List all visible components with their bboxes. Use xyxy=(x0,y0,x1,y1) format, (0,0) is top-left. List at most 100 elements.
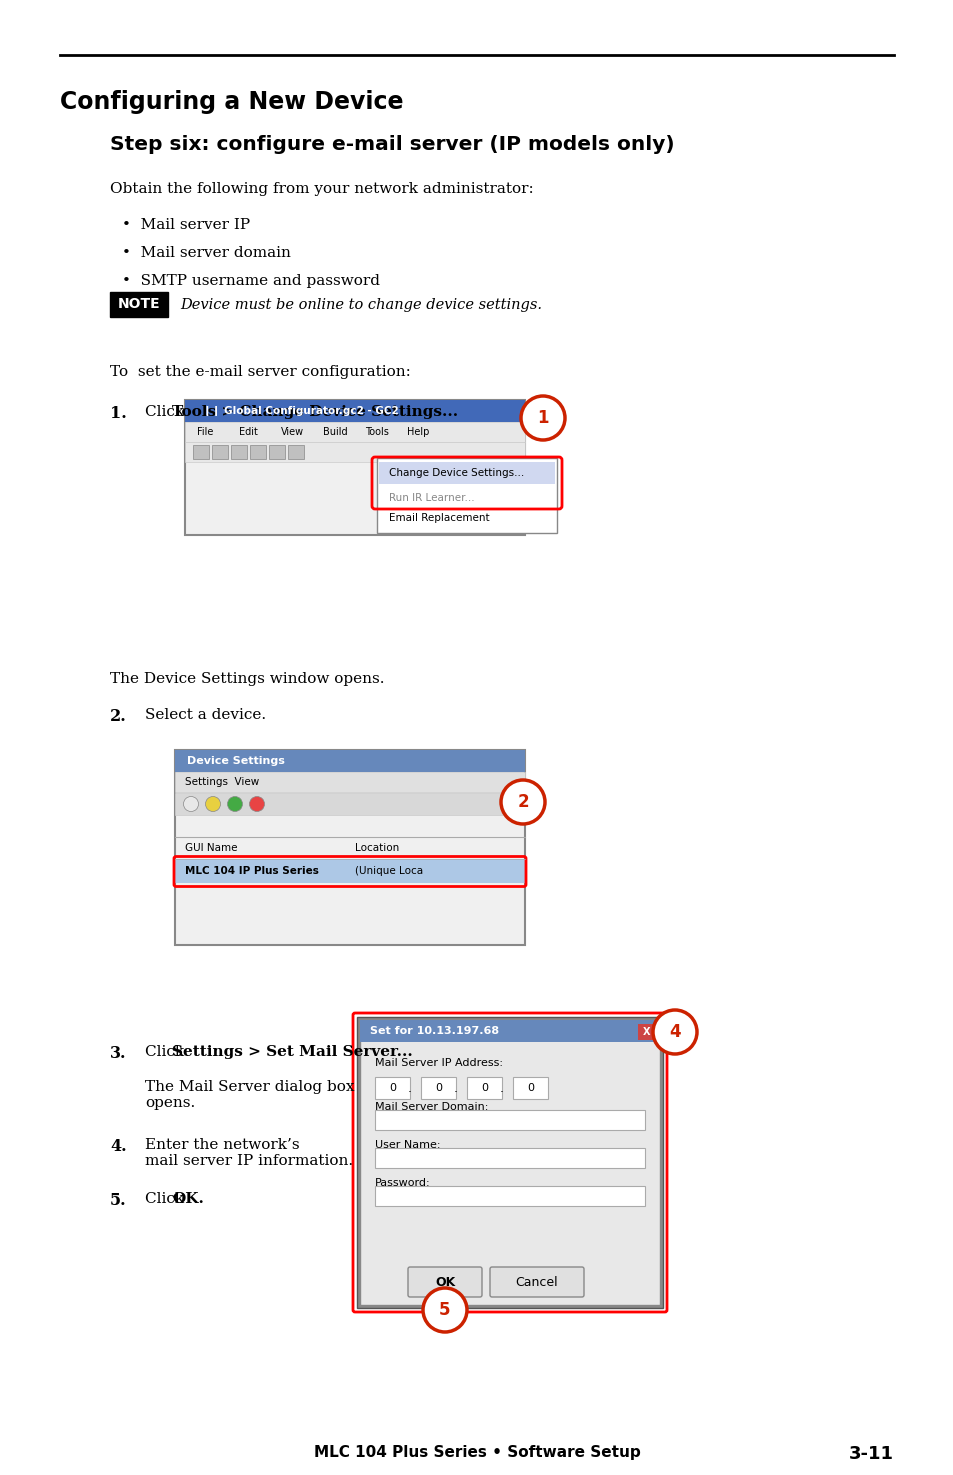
Text: File: File xyxy=(196,426,213,437)
FancyBboxPatch shape xyxy=(378,462,555,484)
Text: 4.: 4. xyxy=(110,1139,127,1155)
Circle shape xyxy=(422,1288,467,1332)
Text: •  Mail server IP: • Mail server IP xyxy=(122,218,250,232)
Text: 0: 0 xyxy=(435,1083,441,1093)
FancyBboxPatch shape xyxy=(376,459,557,532)
Text: OK.: OK. xyxy=(172,1192,204,1207)
FancyBboxPatch shape xyxy=(174,794,524,816)
Text: Obtain the following from your network administrator:: Obtain the following from your network a… xyxy=(110,181,533,196)
Text: Mail Server Domain:: Mail Server Domain: xyxy=(375,1102,488,1112)
FancyBboxPatch shape xyxy=(174,749,524,945)
Text: Device must be online to change device settings.: Device must be online to change device s… xyxy=(180,298,541,311)
Text: Run IR Learner...: Run IR Learner... xyxy=(389,493,475,503)
Text: Set for 10.13.197.68: Set for 10.13.197.68 xyxy=(370,1027,498,1035)
Text: ❙❙ Global Configurator.gc2 - GC2: ❙❙ Global Configurator.gc2 - GC2 xyxy=(203,406,398,416)
FancyBboxPatch shape xyxy=(356,1016,662,1308)
FancyBboxPatch shape xyxy=(375,1148,644,1168)
FancyBboxPatch shape xyxy=(375,1111,644,1130)
Text: 5: 5 xyxy=(438,1301,450,1319)
Text: 0: 0 xyxy=(526,1083,534,1093)
Text: Settings  View: Settings View xyxy=(185,777,259,788)
Text: •  Mail server domain: • Mail server domain xyxy=(122,246,291,260)
FancyBboxPatch shape xyxy=(185,400,524,535)
Text: 3.: 3. xyxy=(110,1044,127,1062)
Text: Enter the network’s
mail server IP information.: Enter the network’s mail server IP infor… xyxy=(145,1139,353,1168)
FancyBboxPatch shape xyxy=(185,400,524,422)
Text: Password:: Password: xyxy=(375,1179,430,1187)
Circle shape xyxy=(183,796,198,811)
Text: Configuring a New Device: Configuring a New Device xyxy=(60,90,403,114)
FancyBboxPatch shape xyxy=(193,445,209,459)
Text: 3-11: 3-11 xyxy=(848,1446,893,1463)
FancyBboxPatch shape xyxy=(467,1077,501,1099)
Circle shape xyxy=(205,796,220,811)
FancyBboxPatch shape xyxy=(420,1077,456,1099)
Text: To  set the e-mail server configuration:: To set the e-mail server configuration: xyxy=(110,364,411,379)
Text: .: . xyxy=(499,1081,503,1094)
FancyBboxPatch shape xyxy=(375,1186,644,1207)
Text: 4: 4 xyxy=(668,1024,680,1041)
Text: Click: Click xyxy=(145,406,189,419)
Text: OK: OK xyxy=(435,1276,455,1289)
Text: The Mail Server dialog box
opens.: The Mail Server dialog box opens. xyxy=(145,1080,355,1111)
Text: X: X xyxy=(642,1027,650,1037)
Text: Select a device.: Select a device. xyxy=(145,708,266,721)
FancyBboxPatch shape xyxy=(174,749,524,771)
FancyBboxPatch shape xyxy=(174,771,524,792)
Text: Edit: Edit xyxy=(239,426,257,437)
Text: MLC 104 Plus Series • Software Setup: MLC 104 Plus Series • Software Setup xyxy=(314,1446,639,1460)
Text: Device Settings: Device Settings xyxy=(187,757,285,766)
FancyBboxPatch shape xyxy=(185,442,524,462)
Text: Click: Click xyxy=(145,1192,189,1207)
FancyBboxPatch shape xyxy=(288,445,304,459)
Text: Build: Build xyxy=(323,426,347,437)
FancyBboxPatch shape xyxy=(359,1021,659,1041)
Text: MLC 104 IP Plus Series: MLC 104 IP Plus Series xyxy=(185,866,318,876)
Text: View: View xyxy=(281,426,304,437)
FancyBboxPatch shape xyxy=(269,445,285,459)
FancyBboxPatch shape xyxy=(408,1267,481,1297)
Text: Tools: Tools xyxy=(365,426,389,437)
Text: Help: Help xyxy=(407,426,429,437)
FancyBboxPatch shape xyxy=(513,1077,547,1099)
Text: Step six: configure e-mail server (IP models only): Step six: configure e-mail server (IP mo… xyxy=(110,136,674,153)
FancyBboxPatch shape xyxy=(638,1024,656,1040)
Circle shape xyxy=(652,1010,697,1055)
Text: 0: 0 xyxy=(480,1083,488,1093)
FancyBboxPatch shape xyxy=(174,858,524,884)
Text: The Device Settings window opens.: The Device Settings window opens. xyxy=(110,673,384,686)
Text: Mail Server IP Address:: Mail Server IP Address: xyxy=(375,1058,502,1068)
Circle shape xyxy=(227,796,242,811)
FancyBboxPatch shape xyxy=(250,445,266,459)
Text: Change Device Settings...: Change Device Settings... xyxy=(389,468,524,478)
Text: Click: Click xyxy=(145,1044,189,1059)
FancyBboxPatch shape xyxy=(490,1267,583,1297)
Text: 1: 1 xyxy=(537,409,548,426)
Text: User Name:: User Name: xyxy=(375,1140,440,1150)
Text: Email Replacement: Email Replacement xyxy=(389,513,489,524)
Text: Settings > Set Mail Server...: Settings > Set Mail Server... xyxy=(172,1044,413,1059)
FancyBboxPatch shape xyxy=(110,292,168,317)
FancyBboxPatch shape xyxy=(212,445,228,459)
Text: (Unique Loca: (Unique Loca xyxy=(355,866,423,876)
Text: Location: Location xyxy=(355,844,399,853)
Circle shape xyxy=(250,796,264,811)
Text: Cancel: Cancel xyxy=(516,1276,558,1289)
Text: NOTE: NOTE xyxy=(117,298,160,311)
Text: .: . xyxy=(454,1081,457,1094)
Text: GUI Name: GUI Name xyxy=(185,844,237,853)
Text: •  SMTP username and password: • SMTP username and password xyxy=(122,274,379,288)
FancyBboxPatch shape xyxy=(375,1077,410,1099)
Text: Tools > Change Device Settings...: Tools > Change Device Settings... xyxy=(172,406,457,419)
Text: 1.: 1. xyxy=(110,406,127,422)
Text: 2.: 2. xyxy=(110,708,127,726)
FancyBboxPatch shape xyxy=(185,422,524,442)
Text: .: . xyxy=(408,1081,412,1094)
FancyBboxPatch shape xyxy=(231,445,247,459)
FancyBboxPatch shape xyxy=(359,1021,659,1305)
Circle shape xyxy=(500,780,544,825)
Text: 0: 0 xyxy=(389,1083,395,1093)
Text: 5.: 5. xyxy=(110,1192,127,1210)
Circle shape xyxy=(520,395,564,440)
Text: 2: 2 xyxy=(517,794,528,811)
